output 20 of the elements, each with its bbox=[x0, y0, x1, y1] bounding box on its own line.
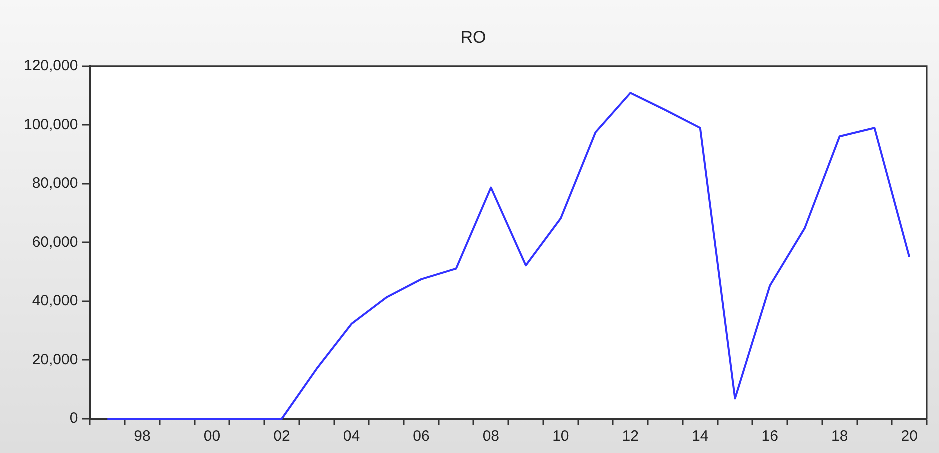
y-tick-label: 80,000 bbox=[32, 175, 78, 192]
y-tick-label: 40,000 bbox=[32, 292, 78, 310]
x-tick-label: 98 bbox=[134, 428, 151, 446]
x-tick-label: 10 bbox=[552, 428, 570, 446]
x-tick-label: 08 bbox=[482, 428, 500, 446]
x-tick-label: 20 bbox=[901, 428, 918, 446]
x-tick-label: 04 bbox=[343, 428, 360, 446]
y-tick-label: 120,000 bbox=[24, 58, 78, 75]
y-tick-label: 0 bbox=[70, 410, 78, 428]
x-tick-label: 12 bbox=[622, 428, 639, 446]
x-tick-label: 06 bbox=[413, 428, 430, 446]
x-tick-label: 16 bbox=[762, 428, 778, 446]
x-tick-label: 02 bbox=[274, 428, 290, 446]
chart-title: RO bbox=[460, 28, 486, 47]
x-tick-label: 18 bbox=[831, 428, 848, 446]
x-tick-label: 00 bbox=[204, 428, 221, 446]
y-tick-label: 60,000 bbox=[32, 234, 78, 251]
x-tick-label: 14 bbox=[692, 428, 709, 446]
y-tick-label: 20,000 bbox=[32, 351, 78, 368]
y-tick-label: 100,000 bbox=[24, 116, 78, 134]
